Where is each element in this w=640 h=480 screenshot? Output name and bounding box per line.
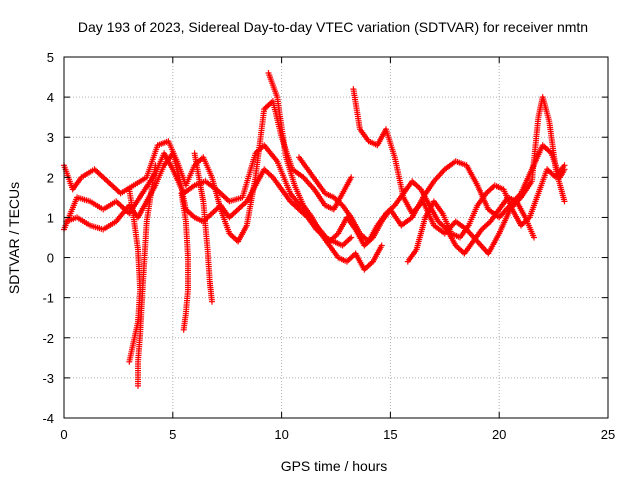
series-dip-d: [191, 150, 215, 305]
series-dip-b: [135, 162, 159, 389]
x-tick-label: 20: [492, 427, 506, 442]
x-tick-label: 15: [383, 427, 397, 442]
series-markers: [265, 70, 385, 273]
y-axis-label: SDTVAR / TECUs: [6, 182, 22, 294]
series-track-c: [265, 70, 385, 273]
series-markers: [350, 86, 568, 257]
series-track-g: [63, 150, 355, 249]
y-tick-label: 5: [47, 50, 54, 65]
series-dip-c: [178, 190, 191, 333]
series-markers: [404, 162, 568, 265]
series-markers: [63, 150, 355, 249]
y-tick-label: 4: [47, 90, 54, 105]
y-tick-label: -4: [42, 411, 54, 426]
y-tick-label: 3: [47, 130, 54, 145]
grid-lines: [64, 57, 608, 418]
series-markers: [191, 150, 215, 305]
series-markers: [135, 162, 159, 389]
plot-frame: [63, 56, 609, 419]
series-markers: [178, 190, 191, 333]
y-tick-label: -3: [42, 371, 54, 386]
y-tick-label: 0: [47, 251, 54, 266]
axis-ticks: 0 5 10 15 20 25 -4 -3 -2 -1 0 1 2 3 4 5: [42, 50, 615, 442]
series-track-e: [350, 86, 568, 257]
x-tick-label: 5: [169, 427, 176, 442]
y-tick-label: -1: [42, 291, 54, 306]
series-track-f: [404, 162, 568, 265]
x-tick-label: 10: [274, 427, 288, 442]
x-tick-label: 0: [60, 427, 67, 442]
y-tick-label: 1: [47, 210, 54, 225]
y-tick-label: 2: [47, 170, 54, 185]
x-axis-label: GPS time / hours: [281, 458, 388, 474]
data-markers: [61, 70, 568, 389]
chart-title: Day 193 of 2023, Sidereal Day-to-day VTE…: [78, 19, 588, 35]
y-tick-label: -2: [42, 331, 54, 346]
x-tick-label: 25: [601, 427, 615, 442]
